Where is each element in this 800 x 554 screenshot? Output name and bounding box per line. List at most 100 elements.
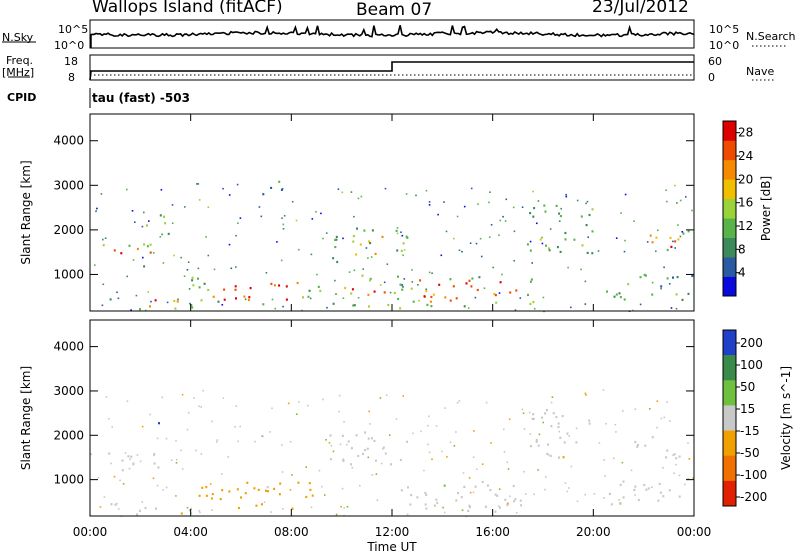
velocity-echo-cell	[672, 453, 675, 456]
power-scatter-cell	[400, 231, 402, 233]
velocity-scatter-cell	[379, 397, 382, 399]
velocity-echo-cell	[460, 496, 463, 499]
velocity-scatter-cell	[221, 473, 223, 475]
velocity-echo-cell	[558, 456, 560, 459]
velocity-scatter-cell	[427, 424, 429, 427]
power-scatter-cell	[189, 302, 191, 305]
velocity-echo-cell	[647, 487, 650, 490]
power-echo-cell	[405, 235, 408, 238]
velocity-scatter-cell	[156, 437, 159, 440]
velocity-scatter-cell	[165, 486, 168, 489]
velocity-scatter-cell	[103, 496, 106, 498]
power-scatter-cell	[326, 306, 328, 309]
power-echo-cell	[163, 215, 165, 218]
velocity-ytick-label: 3000	[53, 384, 84, 398]
power-scatter-cell	[334, 279, 336, 282]
velocity-echo-cell	[342, 458, 345, 461]
power-scatter-cell	[100, 193, 103, 195]
power-scatter-cell	[453, 237, 455, 240]
velocity-scatter-cell	[412, 432, 414, 435]
velocity-echo-cell	[424, 491, 427, 494]
power-echo-cell	[396, 249, 399, 252]
power-scatter-cell	[309, 297, 312, 300]
velocity-scatter-cell	[281, 444, 283, 446]
power-scatter-cell	[322, 237, 324, 240]
power-scatter-cell	[150, 300, 152, 303]
velocity-xtick-label: 16:00	[475, 525, 510, 539]
power-scatter-cell	[657, 229, 659, 232]
velocity-scatter-cell	[282, 508, 284, 510]
power-echo-cell	[529, 212, 532, 215]
velocity-echo-cell	[144, 506, 147, 510]
velocity-echo-cell	[265, 489, 267, 492]
velocity-scatter-cell	[161, 396, 163, 399]
power-scatter-cell	[532, 190, 534, 193]
velocity-scatter-cell	[615, 431, 617, 433]
power-scatter-cell	[177, 298, 179, 301]
power-echo-cell	[249, 287, 252, 290]
velocity-scatter-cell	[603, 459, 605, 461]
power-scatter-cell	[335, 293, 337, 295]
freq-label: Freq.	[6, 54, 34, 67]
power-colorbar-segment	[723, 237, 736, 258]
power-echo-cell	[682, 232, 685, 235]
power-echo-cell	[471, 277, 474, 280]
nsky-tick-top: 10^5	[58, 23, 89, 36]
power-scatter-cell	[488, 236, 491, 238]
velocity-scatter-cell	[603, 497, 605, 499]
velocity-scatter-cell	[193, 397, 195, 399]
power-echo-cell	[164, 222, 167, 225]
power-echo-cell	[270, 282, 273, 285]
velocity-scatter-cell	[376, 499, 379, 501]
power-scatter-cell	[660, 287, 662, 290]
velocity-scatter-cell	[216, 439, 219, 441]
velocity-scatter-cell	[550, 401, 553, 404]
power-scatter-cell	[477, 203, 479, 205]
power-echo-cell	[532, 301, 535, 304]
velocity-echo-cell	[210, 497, 213, 500]
velocity-echo-cell	[425, 493, 428, 496]
power-scatter-cell	[475, 242, 478, 245]
power-ytick-label: 3000	[53, 178, 84, 192]
velocity-echo-cell	[341, 434, 344, 437]
velocity-scatter-cell	[663, 416, 666, 419]
velocity-echo-cell	[619, 483, 622, 486]
power-echo-cell	[666, 248, 669, 252]
power-echo-cell	[676, 276, 679, 279]
velocity-scatter-cell	[558, 430, 560, 433]
power-colorbar-title: Power [dB]	[759, 176, 773, 241]
velocity-scatter-cell	[684, 483, 686, 486]
velocity-scatter-cell	[523, 428, 526, 430]
velocity-echo-cell	[546, 408, 548, 412]
velocity-scatter-cell	[533, 493, 535, 496]
velocity-scatter-cell	[198, 405, 200, 408]
velocity-echo-cell	[678, 495, 681, 498]
power-echo-cell	[369, 242, 372, 245]
velocity-echo-cell	[643, 484, 646, 487]
power-scatter-cell	[383, 281, 386, 284]
power-scatter-cell	[560, 207, 562, 210]
power-echo-cell	[669, 236, 672, 239]
power-scatter-cell	[171, 222, 174, 224]
velocity-scatter-cell	[263, 501, 266, 503]
power-echo-cell	[564, 238, 567, 241]
power-scatter-cell	[152, 252, 155, 254]
power-echo-cell	[468, 279, 471, 282]
power-echo-cell	[410, 287, 413, 290]
power-echo-cell	[149, 305, 151, 308]
power-scatter-cell	[228, 194, 231, 196]
velocity-echo-cell	[357, 454, 360, 458]
velocity-scatter-cell	[674, 453, 676, 455]
power-scatter-cell	[166, 301, 169, 304]
velocity-xtick-label: 20:00	[576, 525, 611, 539]
power-scatter-cell	[458, 249, 461, 251]
power-scatter-cell	[207, 206, 210, 208]
velocity-scatter-cell	[289, 440, 292, 443]
power-echo-cell	[356, 227, 358, 230]
velocity-echo-cell	[384, 452, 387, 455]
power-scatter-cell	[96, 207, 98, 210]
power-scatter-cell	[342, 237, 344, 240]
velocity-echo-cell	[228, 490, 231, 493]
power-colorbar-segment	[723, 198, 736, 219]
